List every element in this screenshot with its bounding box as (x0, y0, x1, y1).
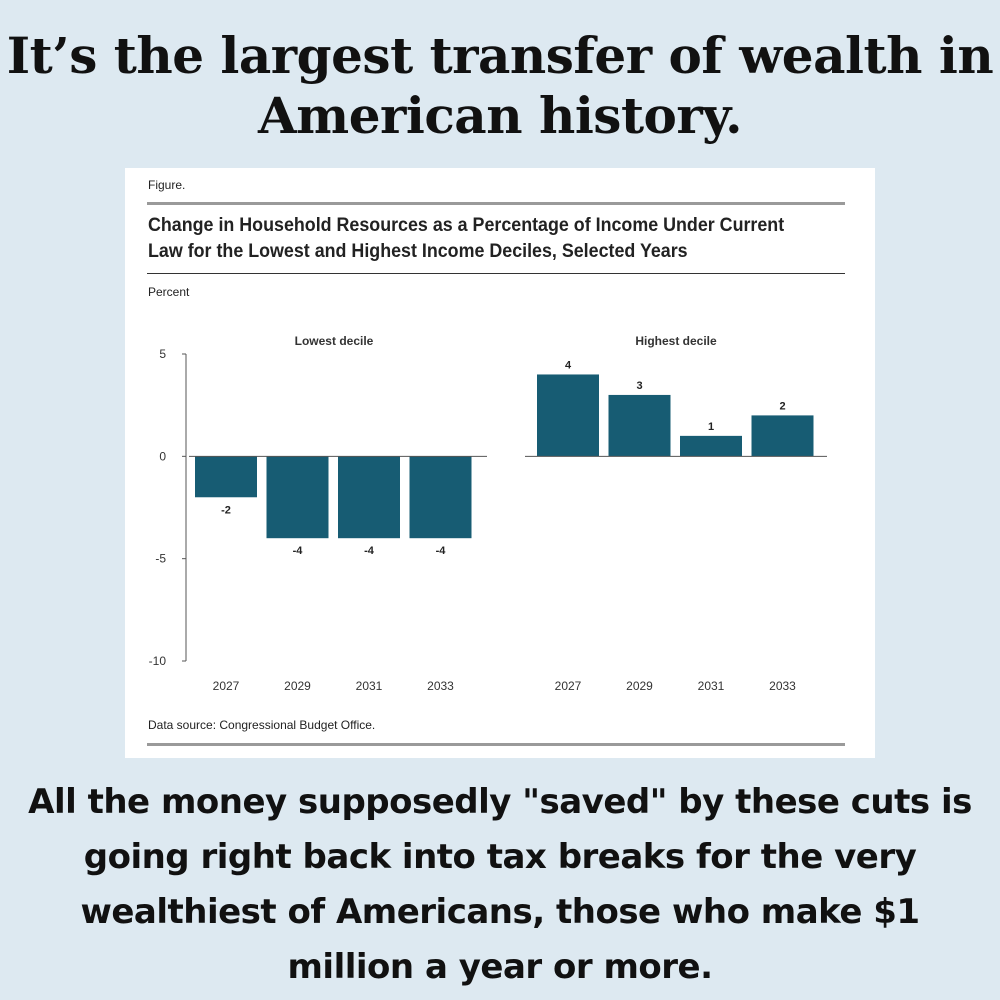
footer-text: All the money supposedly "saved" by thes… (28, 782, 972, 987)
x-tick-label: 2027 (213, 679, 240, 693)
bar-data-label: -4 (436, 545, 447, 557)
headline: It’s the largest transfer of wealth in A… (6, 26, 994, 145)
bar (751, 415, 814, 457)
x-tick-label: 2029 (626, 679, 653, 693)
x-tick-label: 2029 (284, 679, 311, 693)
bar (338, 456, 400, 539)
panel-title: Lowest decile (295, 334, 374, 348)
x-tick-label: 2027 (555, 679, 582, 693)
y-tick-label: -5 (155, 552, 166, 566)
x-tick-label: 2031 (356, 679, 383, 693)
bar-data-label: -4 (293, 545, 304, 557)
y-tick-label: 5 (159, 347, 166, 361)
x-tick-label: 2033 (427, 679, 454, 693)
bar-data-label: 3 (636, 380, 642, 392)
title-top-rule (147, 202, 845, 205)
y-unit-label: Percent (148, 285, 190, 299)
bar-data-label: -4 (364, 545, 375, 557)
bar-data-label: -2 (221, 504, 231, 516)
bar-data-label: 1 (708, 421, 714, 433)
bar (195, 456, 257, 498)
bar-data-label: 2 (779, 400, 785, 412)
bar (537, 374, 599, 457)
bar (409, 456, 472, 539)
x-tick-label: 2031 (698, 679, 725, 693)
x-tick-label: 2033 (769, 679, 796, 693)
data-source: Data source: Congressional Budget Office… (148, 718, 376, 732)
figure-card: Figure. Change in Household Resources as… (125, 168, 875, 758)
title-bottom-rule (147, 273, 845, 274)
bar (680, 435, 742, 457)
bottom-rule (147, 743, 845, 746)
figure-label: Figure. (148, 178, 186, 192)
panel-title: Highest decile (635, 334, 717, 348)
bar-data-label: 4 (565, 359, 572, 371)
y-tick-label: -10 (149, 654, 167, 668)
bar (266, 456, 329, 539)
y-tick-label: 0 (159, 449, 166, 463)
bar-chart: 5 0 -5 -10 Lowest decile -2 2027 -4 2029 -4 2031 -4… (149, 334, 827, 693)
figure-title: Change in Household Resources as a Perce… (148, 215, 785, 262)
bar (608, 394, 671, 457)
